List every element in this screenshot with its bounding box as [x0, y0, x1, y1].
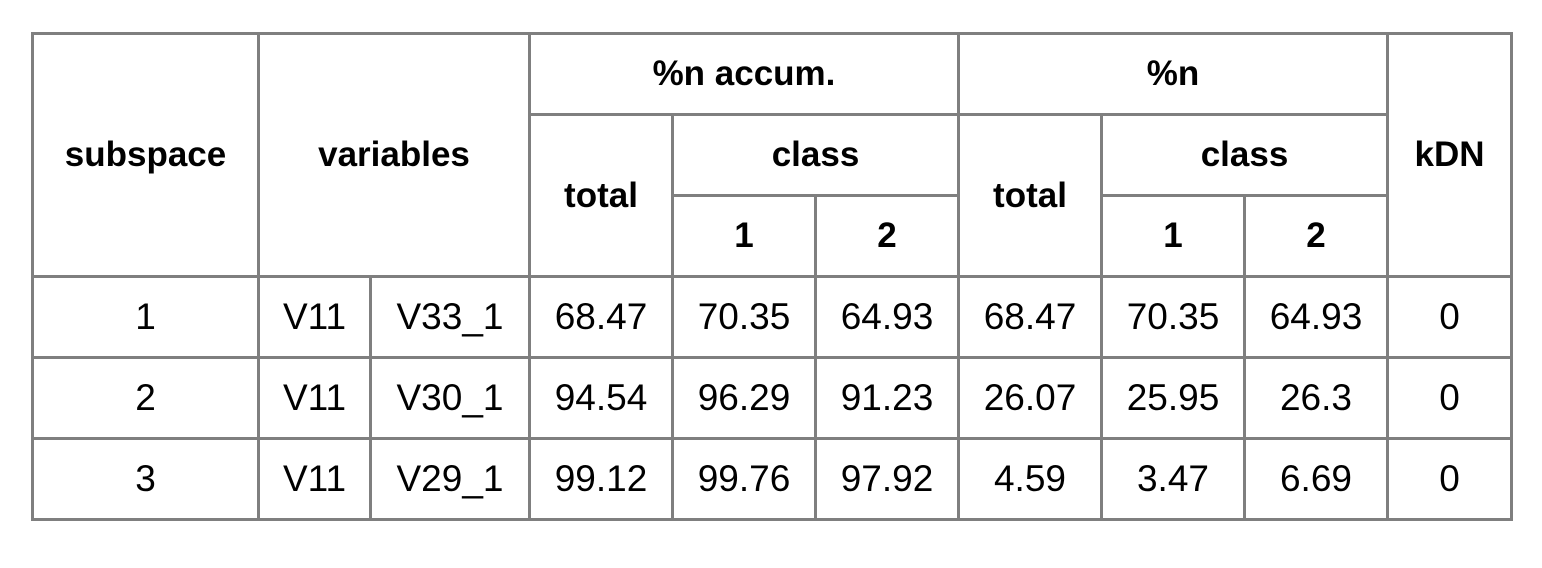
header-accum-group: %n accum. [528, 32, 960, 116]
cell-accum-total: 94.54 [528, 356, 674, 440]
cell-kdn: 0 [1386, 356, 1513, 440]
cell-kdn: 0 [1386, 275, 1513, 359]
cell-pct-class-2: 26.3 [1243, 356, 1389, 440]
cell-pct-class-1: 3.47 [1100, 437, 1246, 521]
header-pct-total: total [957, 113, 1103, 278]
cell-accum-class-1: 99.76 [671, 437, 817, 521]
cell-accum-class-1: 70.35 [671, 275, 817, 359]
table-body: 1 V11 V33_1 68.47 70.35 64.93 68.47 70.3… [31, 275, 1513, 521]
cell-pct-class-1: 25.95 [1100, 356, 1246, 440]
cell-var-a: V11 [257, 275, 372, 359]
cell-pct-class-2: 64.93 [1243, 275, 1389, 359]
header-accum-total: total [528, 113, 674, 278]
table-row: 3 V11 V29_1 99.12 99.76 97.92 4.59 3.47 … [31, 437, 1513, 521]
cell-var-b: V29_1 [369, 437, 531, 521]
header-accum-class: class [671, 113, 960, 197]
cell-kdn: 0 [1386, 437, 1513, 521]
cell-var-b: V33_1 [369, 275, 531, 359]
cell-var-a: V11 [257, 437, 372, 521]
cell-pct-class-1: 70.35 [1100, 275, 1246, 359]
table-row: 1 V11 V33_1 68.47 70.35 64.93 68.47 70.3… [31, 275, 1513, 359]
cell-var-b: V30_1 [369, 356, 531, 440]
cell-subspace: 2 [31, 356, 260, 440]
cell-accum-total: 68.47 [528, 275, 674, 359]
header-row-1: subspace variables %n accum. %n kDN [31, 32, 1513, 278]
header-pct-class: class [1100, 113, 1389, 197]
header-pct-class-2: 2 [1243, 194, 1389, 278]
cell-subspace: 1 [31, 275, 260, 359]
header-accum-class-2: 2 [814, 194, 960, 278]
cell-subspace: 3 [31, 437, 260, 521]
header-kdn: kDN [1386, 32, 1513, 278]
header-row-3: 1 2 1 2 [33, 194, 1512, 278]
results-table: subspace variables %n accum. %n kDN tota… [31, 32, 1513, 521]
cell-accum-class-2: 64.93 [814, 275, 960, 359]
table-header: subspace variables %n accum. %n kDN tota… [31, 32, 1513, 278]
cell-accum-total: 99.12 [528, 437, 674, 521]
table-row: 2 V11 V30_1 94.54 96.29 91.23 26.07 25.9… [31, 356, 1513, 440]
header-row-2: total class total class [33, 113, 1512, 278]
cell-var-a: V11 [257, 356, 372, 440]
header-pct-class-1: 1 [1100, 194, 1246, 278]
header-pct-group: %n [957, 32, 1389, 116]
cell-pct-total: 4.59 [957, 437, 1103, 521]
cell-accum-class-2: 91.23 [814, 356, 960, 440]
cell-pct-class-2: 6.69 [1243, 437, 1389, 521]
header-variables: variables [257, 32, 531, 278]
cell-pct-total: 26.07 [957, 356, 1103, 440]
cell-accum-class-2: 97.92 [814, 437, 960, 521]
cell-accum-class-1: 96.29 [671, 356, 817, 440]
header-accum-class-1: 1 [671, 194, 817, 278]
header-subspace: subspace [31, 32, 260, 278]
cell-pct-total: 68.47 [957, 275, 1103, 359]
